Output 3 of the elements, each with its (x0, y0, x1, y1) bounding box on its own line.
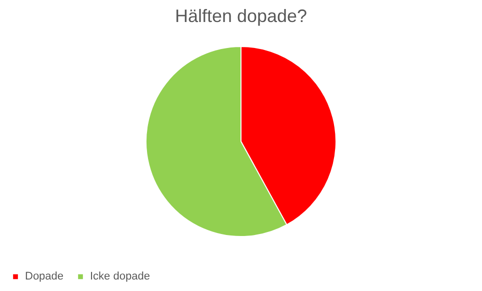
chart-title: Hälften dopade? (174, 6, 308, 26)
legend-label: Icke dopade (90, 270, 150, 283)
legend-label: Dopade (25, 270, 64, 283)
